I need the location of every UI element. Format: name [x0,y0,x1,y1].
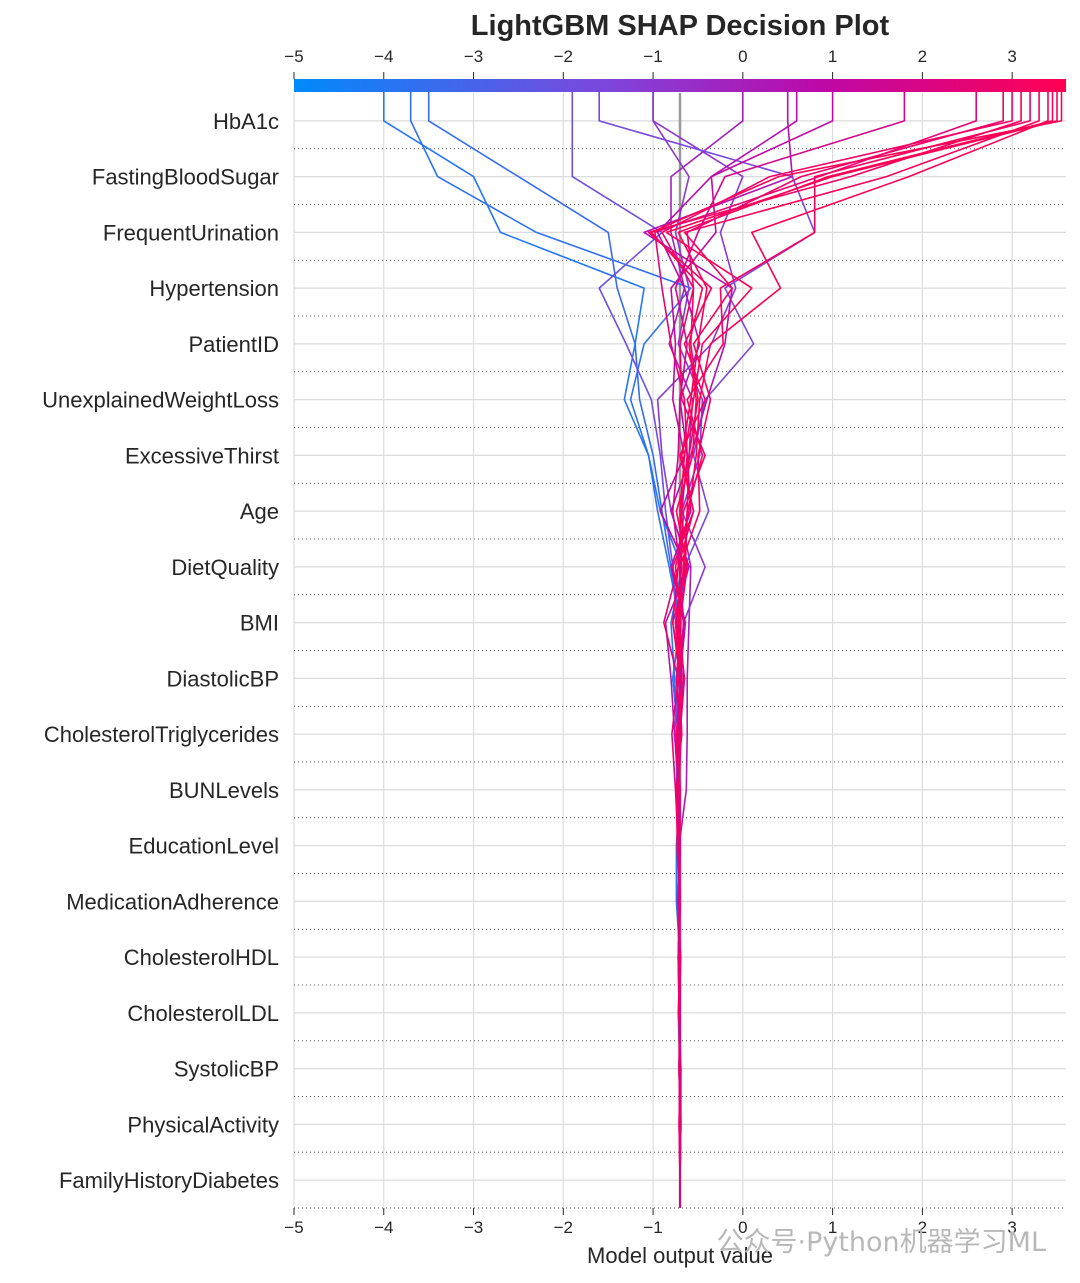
decision-line [676,86,1040,1208]
decision-line [427,86,681,1208]
decision-line [643,86,794,1208]
decision-line [598,86,816,1208]
decision-line [671,86,1054,1208]
bottom-tick-label: −2 [554,1218,573,1237]
feature-label: HbA1c [213,109,279,134]
feature-label: SystolicBP [174,1057,279,1082]
feature-label: CholesterolLDL [127,1001,279,1026]
feature-label: CholesterolHDL [124,945,279,970]
feature-label: FrequentUrination [103,220,279,245]
bottom-tick-label: −3 [464,1218,483,1237]
decision-line [665,86,1058,1208]
feature-label: MedicationAdherence [66,889,279,914]
top-tick-label: −3 [464,47,483,66]
top-tick-label: 1 [828,47,837,66]
bottom-tick-label: 2 [918,1218,927,1237]
top-tick-label: −4 [374,47,393,66]
decision-line [674,86,1049,1208]
feature-label: DietQuality [171,555,279,580]
feature-label: BUNLevels [169,778,279,803]
decision-lines [382,86,1063,1208]
feature-label: EducationLevel [129,834,279,859]
decision-line [671,86,906,1208]
bottom-axis-ticks: −5 −4 −3 −2 −1 0 1 2 3 [284,1208,1017,1237]
decision-line [571,86,682,1208]
feature-label: FastingBloodSugar [92,165,279,190]
feature-label: ExcessiveThirst [125,443,279,468]
decision-line [647,86,1022,1208]
top-tick-label: −2 [554,47,573,66]
decision-line [650,86,1063,1208]
top-tick-label: 2 [918,47,927,66]
feature-label: BMI [240,611,279,636]
bottom-tick-label: −4 [374,1218,393,1237]
feature-label: PhysicalActivity [127,1112,279,1137]
top-tick-label: −1 [643,47,662,66]
bottom-tick-label: 0 [738,1218,747,1237]
feature-label: PatientID [189,332,280,357]
bottom-tick-label: −5 [284,1218,303,1237]
top-tick-label: 0 [738,47,747,66]
decision-line [676,86,1031,1208]
bottom-tick-label: 3 [1007,1218,1016,1237]
top-tick-label: −5 [284,47,303,66]
watermark-text: 公众号·Python机器学习ML [716,1227,1046,1258]
top-tick-label: 3 [1007,47,1016,66]
bottom-tick-label: −1 [643,1218,662,1237]
feature-label: FamilyHistoryDiabetes [59,1168,279,1193]
feature-label: Hypertension [149,276,279,301]
feature-label: CholesterolTriglycerides [44,722,279,747]
feature-labels: HbA1c FastingBloodSugar FrequentUrination H… [42,109,279,1193]
feature-label: DiastolicBP [167,666,279,691]
decision-line [661,86,1013,1208]
decision-line [409,86,692,1208]
feature-label: Age [240,499,279,524]
colorbar [294,79,1066,92]
top-axis-ticks: −5 −4 −3 −2 −1 0 1 2 3 [284,47,1017,79]
decision-line [659,86,834,1208]
feature-label: UnexplainedWeightLoss [42,388,279,413]
bottom-tick-label: 1 [828,1218,837,1237]
decision-line [675,86,1005,1208]
chart-title: LightGBM SHAP Decision Plot [471,10,890,42]
x-axis-label: Model output value [587,1243,773,1268]
